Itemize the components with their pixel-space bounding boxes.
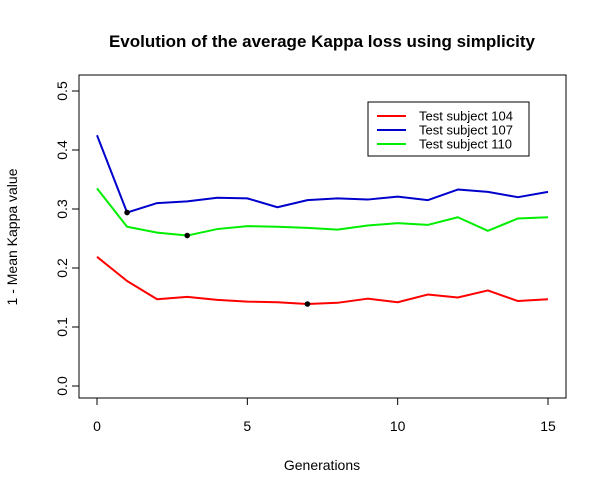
y-tick-label: 0.3 xyxy=(54,199,70,219)
x-axis-label: Generations xyxy=(284,457,360,473)
min-point-marker-2 xyxy=(124,209,130,216)
y-axis-label: 1 - Mean Kappa value xyxy=(4,168,20,305)
marker-layer xyxy=(124,209,311,307)
x-tick-label: 0 xyxy=(93,418,101,434)
y-tick-label: 0.4 xyxy=(54,140,70,160)
legend-label-2: Test subject 107 xyxy=(419,123,513,138)
series-layer xyxy=(96,134,549,305)
min-point-marker-1 xyxy=(304,301,311,307)
x-tick-label: 5 xyxy=(243,418,251,434)
chart-title: Evolution of the average Kappa loss usin… xyxy=(109,32,536,51)
y-tick-label: 0.2 xyxy=(54,258,70,278)
y-axis: 0.0 0.1 0.2 0.3 0.4 0.5 xyxy=(54,81,80,396)
y-tick-label: 0.1 xyxy=(54,317,70,337)
series-line-2 xyxy=(96,134,549,214)
series-line-1 xyxy=(96,256,549,305)
legend-label-1: Test subject 104 xyxy=(419,109,513,124)
x-tick-label: 10 xyxy=(390,418,406,434)
series-line-3 xyxy=(96,187,549,237)
x-axis: 0 5 10 15 xyxy=(93,397,556,434)
y-tick-label: 0.5 xyxy=(54,81,70,101)
min-point-marker-3 xyxy=(184,232,190,239)
x-tick-label: 15 xyxy=(540,418,556,434)
y-tick-label: 0.0 xyxy=(54,376,70,396)
legend-label-3: Test subject 110 xyxy=(419,137,512,152)
